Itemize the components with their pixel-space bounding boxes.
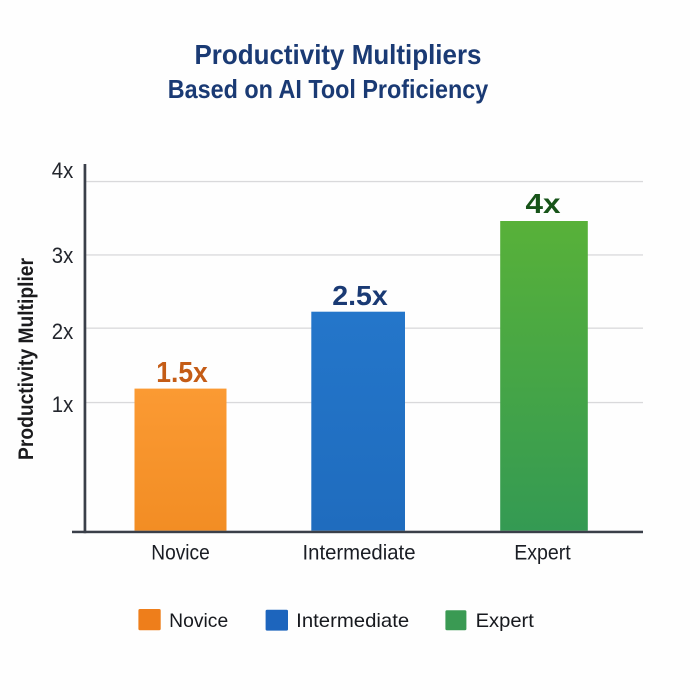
svg-text:3x: 3x bbox=[52, 243, 74, 268]
svg-text:1x: 1x bbox=[52, 392, 74, 417]
svg-text:Based on AI Tool Proficiency: Based on AI Tool Proficiency bbox=[168, 74, 489, 104]
svg-text:Productivity Multipliers: Productivity Multipliers bbox=[195, 39, 482, 70]
svg-text:4x: 4x bbox=[52, 158, 74, 183]
svg-text:1.5x: 1.5x bbox=[156, 357, 208, 389]
svg-text:2.5x: 2.5x bbox=[332, 280, 388, 311]
svg-text:2x: 2x bbox=[52, 319, 74, 344]
svg-text:Novice: Novice bbox=[151, 542, 210, 565]
svg-text:Intermediate: Intermediate bbox=[296, 611, 409, 632]
svg-text:4x: 4x bbox=[526, 188, 561, 219]
svg-text:Novice: Novice bbox=[169, 611, 228, 632]
svg-text:Productivity Multiplier: Productivity Multiplier bbox=[14, 257, 38, 460]
svg-text:Expert: Expert bbox=[476, 611, 535, 632]
svg-text:Expert: Expert bbox=[514, 542, 571, 565]
svg-text:Intermediate: Intermediate bbox=[303, 542, 416, 565]
